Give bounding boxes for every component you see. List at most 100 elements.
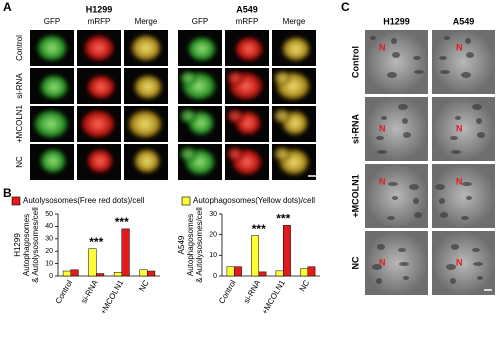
row-label: +MCOLN1 [15, 104, 24, 143]
em-image [432, 97, 495, 161]
x-tick-label: si-RNA [79, 278, 100, 305]
legend-label: Autolysosomes(Free red dots)/cell [23, 196, 145, 205]
organelle [398, 104, 408, 110]
row-label: NC [15, 156, 24, 168]
organelle [377, 150, 387, 154]
organelle [409, 184, 419, 190]
x-tick-label: NC [137, 278, 151, 293]
cell [188, 37, 216, 61]
x-tick-label: +MCOLN1 [260, 278, 287, 316]
nucleus-marker: N [456, 257, 463, 267]
organelle [462, 182, 472, 186]
organelle [472, 248, 480, 252]
cell [87, 75, 115, 99]
organelle [461, 216, 469, 220]
em-image [432, 231, 495, 295]
organelle [402, 118, 408, 124]
bar [275, 270, 284, 277]
significance: *** [115, 215, 129, 229]
significance: *** [276, 212, 290, 226]
legend-swatch [181, 196, 191, 206]
nucleus-marker: N [379, 176, 386, 186]
bar [88, 248, 97, 277]
em-image [365, 97, 428, 161]
cell [40, 149, 66, 173]
row-label: si-RNA [350, 114, 360, 145]
organelle [450, 136, 458, 140]
organelle [392, 196, 398, 200]
y-tick-label: 20 [209, 232, 217, 239]
y-tick-label: 30 [45, 236, 53, 243]
y-axis-label: & Autolysosomes/cell [195, 207, 204, 283]
bar [96, 273, 105, 277]
organelle [446, 264, 456, 270]
cell [274, 147, 290, 161]
organelle [465, 38, 471, 44]
organelle [439, 198, 445, 204]
group-title: H1299 [86, 4, 113, 14]
bar [251, 235, 259, 277]
cell [37, 35, 67, 61]
cell [34, 110, 68, 138]
legend-label: Autophagosomes(Yellow dots)/cell [193, 196, 315, 205]
bar [283, 225, 291, 277]
organelle [444, 36, 450, 40]
organelle [399, 262, 409, 266]
organelle [439, 56, 447, 60]
significance: *** [89, 235, 103, 249]
cell [180, 71, 196, 85]
y-axis-label: H1299 [13, 233, 22, 257]
organelle [476, 118, 482, 124]
row-label: NC [350, 256, 360, 269]
significance: *** [252, 222, 266, 236]
organelle [370, 36, 376, 40]
organelle [477, 132, 485, 138]
nucleus-marker: N [379, 42, 386, 52]
nucleus-marker: N [379, 257, 386, 267]
y-tick-label: 30 [209, 211, 217, 218]
panel-label: A [3, 0, 12, 14]
em-image [365, 164, 428, 228]
bar [139, 269, 148, 277]
cell [227, 109, 243, 123]
cell [131, 35, 161, 61]
cell [134, 75, 162, 99]
nucleus-marker: N [456, 42, 463, 52]
nucleus-marker: N [456, 123, 463, 133]
cell [274, 71, 290, 85]
column-header: H1299 [383, 16, 410, 26]
y-tick-label: 10 [45, 260, 53, 267]
legend-swatch [11, 196, 21, 206]
cell [134, 149, 160, 173]
y-axis-label: Autophagosomes [22, 214, 31, 276]
organelle [472, 104, 482, 110]
organelle [387, 72, 397, 78]
organelle [376, 278, 382, 284]
nucleus-marker: N [379, 123, 386, 133]
bar [70, 269, 79, 277]
cell [128, 110, 162, 138]
column-header: A549 [453, 16, 475, 26]
organelle [466, 196, 472, 200]
organelle [451, 244, 459, 250]
em-image [432, 30, 495, 94]
bar [226, 266, 235, 277]
x-tick-label: NC [298, 278, 312, 293]
organelle [435, 184, 445, 190]
organelle [372, 264, 382, 270]
organelle [381, 116, 387, 120]
y-tick-label: 0 [213, 273, 217, 280]
organelle [413, 56, 421, 60]
row-label: Control [350, 46, 360, 78]
column-header: Merge [283, 17, 306, 26]
y-tick-label: 40 [45, 223, 53, 230]
bar [300, 268, 308, 277]
cell [87, 149, 113, 173]
organelle [440, 212, 448, 218]
cell [282, 37, 310, 61]
organelle [391, 38, 397, 44]
column-header: Merge [135, 17, 158, 26]
organelle [403, 276, 409, 280]
